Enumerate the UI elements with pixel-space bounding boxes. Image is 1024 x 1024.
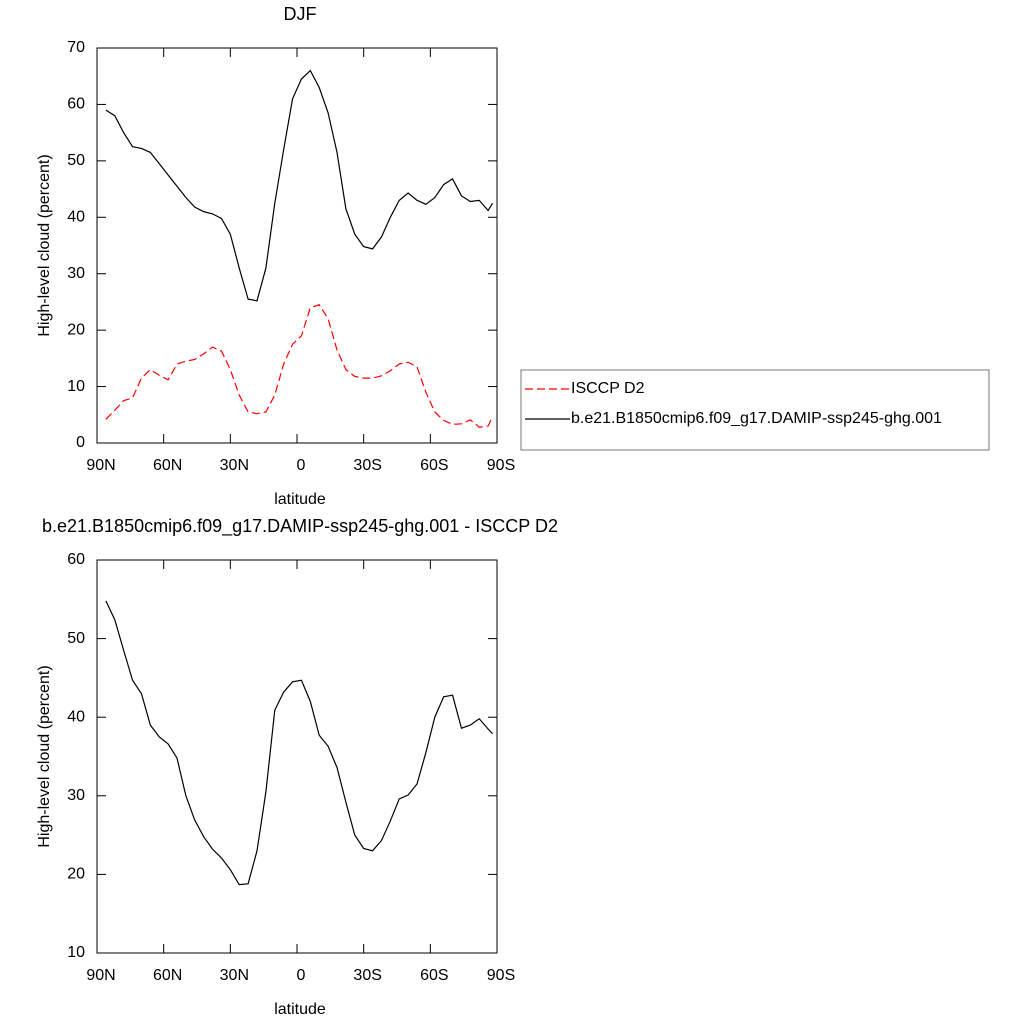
series-line — [105, 69, 494, 302]
x-axis-label: latitude — [274, 1001, 326, 1018]
y-axis-label: High-level cloud (percent) — [36, 665, 53, 847]
chart-title: DJF — [284, 4, 317, 24]
plot-frame — [96, 559, 498, 954]
x-tick-label: 90N — [86, 967, 115, 984]
legend-box — [520, 369, 990, 451]
x-tick-label: 30N — [220, 457, 249, 474]
x-tick-label: 90S — [487, 457, 515, 474]
plot-frame — [96, 47, 498, 444]
series-line — [105, 600, 493, 886]
x-tick-label: 0 — [297, 967, 306, 984]
x-tick-label: 0 — [297, 457, 306, 474]
legend-label: ISCCP D2 — [571, 380, 645, 397]
x-axis-label: latitude — [274, 491, 326, 508]
y-tick-label: 70 — [67, 39, 85, 56]
series-line — [105, 304, 494, 428]
x-tick-label: 30S — [353, 967, 381, 984]
x-tick-label: 30N — [220, 967, 249, 984]
x-tick-label: 90S — [487, 967, 515, 984]
y-tick-label: 10 — [67, 378, 85, 395]
y-axis-label: High-level cloud (percent) — [36, 154, 53, 336]
y-tick-label: 40 — [67, 209, 85, 226]
legend-label: b.e21.B1850cmip6.f09_g17.DAMIP-ssp245-gh… — [571, 410, 942, 427]
y-tick-label: 0 — [76, 434, 85, 451]
y-tick-label: 60 — [67, 96, 85, 113]
y-tick-label: 20 — [67, 866, 85, 883]
x-tick-label: 60S — [420, 967, 448, 984]
chart-title: b.e21.B1850cmip6.f09_g17.DAMIP-ssp245-gh… — [42, 516, 558, 537]
y-tick-label: 20 — [67, 321, 85, 338]
y-tick-label: 50 — [67, 152, 85, 169]
y-tick-label: 40 — [67, 708, 85, 725]
x-tick-label: 60S — [420, 457, 448, 474]
x-tick-label: 30S — [353, 457, 381, 474]
x-tick-label: 60N — [153, 967, 182, 984]
y-tick-label: 30 — [67, 787, 85, 804]
x-tick-label: 90N — [86, 457, 115, 474]
y-tick-label: 10 — [67, 944, 85, 961]
y-tick-label: 60 — [67, 551, 85, 568]
x-tick-label: 60N — [153, 457, 182, 474]
y-tick-label: 30 — [67, 265, 85, 282]
y-tick-label: 50 — [67, 630, 85, 647]
